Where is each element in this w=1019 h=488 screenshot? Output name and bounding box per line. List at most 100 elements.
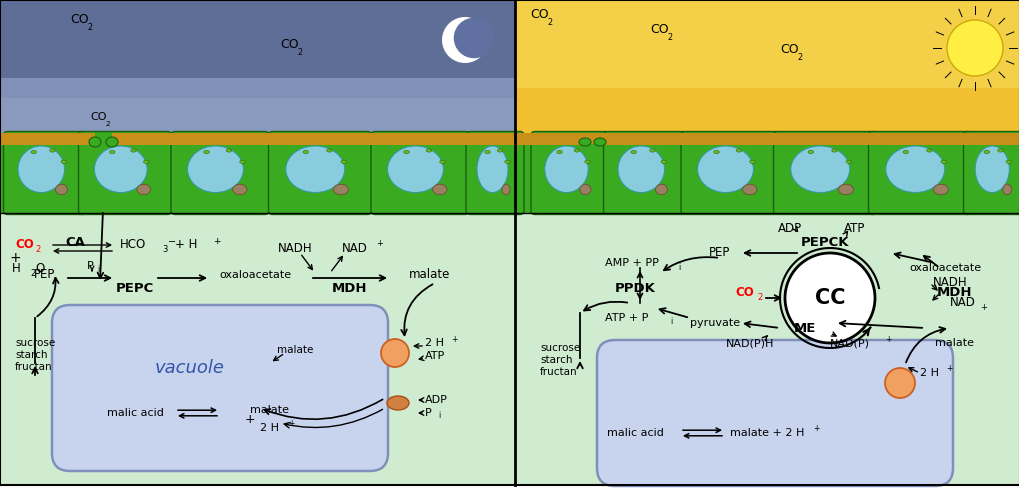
Text: ATP: ATP (844, 222, 865, 235)
Ellipse shape (736, 149, 741, 152)
Polygon shape (515, 133, 1019, 213)
Text: malic acid: malic acid (606, 428, 662, 438)
Ellipse shape (790, 146, 849, 192)
Text: NAD: NAD (341, 242, 368, 255)
Text: CO: CO (70, 13, 89, 26)
Ellipse shape (50, 149, 55, 152)
Ellipse shape (579, 184, 590, 195)
Ellipse shape (106, 137, 118, 147)
Text: PEP: PEP (708, 246, 730, 260)
FancyBboxPatch shape (171, 131, 269, 215)
Text: i: i (437, 411, 440, 421)
Text: CO: CO (735, 286, 753, 300)
Text: pyruvate: pyruvate (689, 318, 740, 328)
Text: CO: CO (90, 112, 106, 122)
Ellipse shape (144, 160, 149, 163)
Ellipse shape (501, 184, 510, 195)
Text: ATP + P: ATP + P (604, 313, 648, 323)
Text: malate: malate (276, 345, 313, 355)
Ellipse shape (830, 149, 837, 152)
Text: starch: starch (539, 355, 572, 365)
Ellipse shape (89, 137, 101, 147)
Polygon shape (515, 0, 1019, 133)
Text: malate + 2 H: malate + 2 H (730, 428, 804, 438)
Ellipse shape (239, 160, 245, 163)
Ellipse shape (137, 184, 151, 195)
Text: i: i (678, 263, 680, 271)
Text: P: P (87, 261, 94, 271)
Ellipse shape (983, 150, 988, 154)
Text: O: O (35, 263, 44, 276)
Text: malate: malate (250, 405, 288, 415)
Text: CO: CO (649, 23, 668, 36)
Text: +: + (450, 334, 457, 344)
Polygon shape (0, 0, 515, 133)
Polygon shape (515, 133, 585, 145)
Ellipse shape (584, 160, 590, 163)
Ellipse shape (574, 149, 579, 152)
Ellipse shape (61, 160, 66, 163)
Ellipse shape (941, 160, 946, 163)
Circle shape (381, 339, 409, 367)
Text: malic acid: malic acid (106, 408, 163, 418)
Ellipse shape (340, 160, 346, 163)
Text: 2 H: 2 H (260, 423, 279, 433)
FancyBboxPatch shape (596, 340, 952, 486)
FancyBboxPatch shape (681, 131, 779, 215)
Polygon shape (0, 133, 515, 213)
Polygon shape (0, 0, 515, 78)
Text: PEPC: PEPC (116, 282, 154, 294)
FancyBboxPatch shape (531, 131, 608, 215)
Polygon shape (515, 213, 1019, 485)
Ellipse shape (497, 149, 502, 152)
Polygon shape (515, 0, 1019, 88)
Ellipse shape (484, 150, 490, 154)
Text: NAD: NAD (949, 297, 975, 309)
Text: sucrose: sucrose (15, 338, 55, 348)
Text: −: − (168, 237, 176, 247)
Text: NAD(P): NAD(P) (829, 338, 869, 348)
Text: ME: ME (793, 322, 815, 334)
Ellipse shape (926, 149, 931, 152)
Ellipse shape (845, 160, 851, 163)
Ellipse shape (326, 149, 332, 152)
Text: + H: + H (175, 239, 198, 251)
Text: PEPCK: PEPCK (800, 237, 849, 249)
Text: +: + (213, 237, 220, 245)
Text: sucrose: sucrose (539, 343, 580, 353)
Ellipse shape (187, 146, 244, 192)
Text: +: + (287, 420, 294, 428)
Ellipse shape (477, 146, 507, 192)
Text: AMP + PP: AMP + PP (604, 258, 658, 268)
Text: PEP: PEP (35, 268, 56, 282)
Ellipse shape (649, 149, 654, 152)
Ellipse shape (18, 146, 64, 192)
Text: i: i (97, 264, 99, 273)
Text: +: + (884, 334, 891, 344)
Text: CO: CO (530, 8, 548, 21)
Text: +: + (376, 240, 383, 248)
Polygon shape (0, 98, 515, 133)
Ellipse shape (285, 146, 344, 192)
Text: 2: 2 (796, 53, 801, 62)
Text: vacuole: vacuole (155, 359, 225, 377)
Polygon shape (112, 133, 515, 145)
Ellipse shape (130, 149, 137, 152)
Text: oxaloacetate: oxaloacetate (908, 263, 980, 273)
Ellipse shape (426, 149, 431, 152)
FancyBboxPatch shape (78, 131, 171, 215)
Ellipse shape (31, 150, 37, 154)
Text: +: + (979, 303, 986, 311)
Ellipse shape (713, 150, 718, 154)
Text: ADP: ADP (425, 395, 447, 405)
Text: ATP: ATP (425, 351, 445, 361)
Text: oxaloacetate: oxaloacetate (219, 270, 290, 280)
Polygon shape (515, 133, 1019, 145)
Text: fructan: fructan (15, 362, 53, 372)
Ellipse shape (504, 160, 510, 163)
Text: i: i (669, 318, 672, 326)
FancyBboxPatch shape (466, 131, 524, 215)
Text: 2: 2 (87, 23, 92, 32)
Polygon shape (0, 213, 515, 485)
Ellipse shape (432, 184, 446, 195)
